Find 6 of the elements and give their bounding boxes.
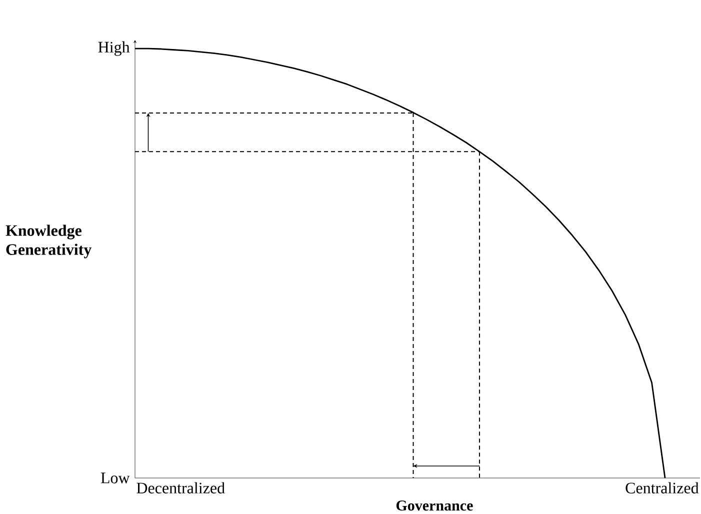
y-axis-title: Knowledge Generativity — [6, 224, 92, 258]
text: Centralized — [626, 482, 699, 494]
text: Decentralized — [136, 482, 225, 494]
annotation: Low — [100, 472, 130, 484]
annotation: High — [98, 41, 130, 56]
x-axis-title: Governance — [396, 500, 473, 511]
